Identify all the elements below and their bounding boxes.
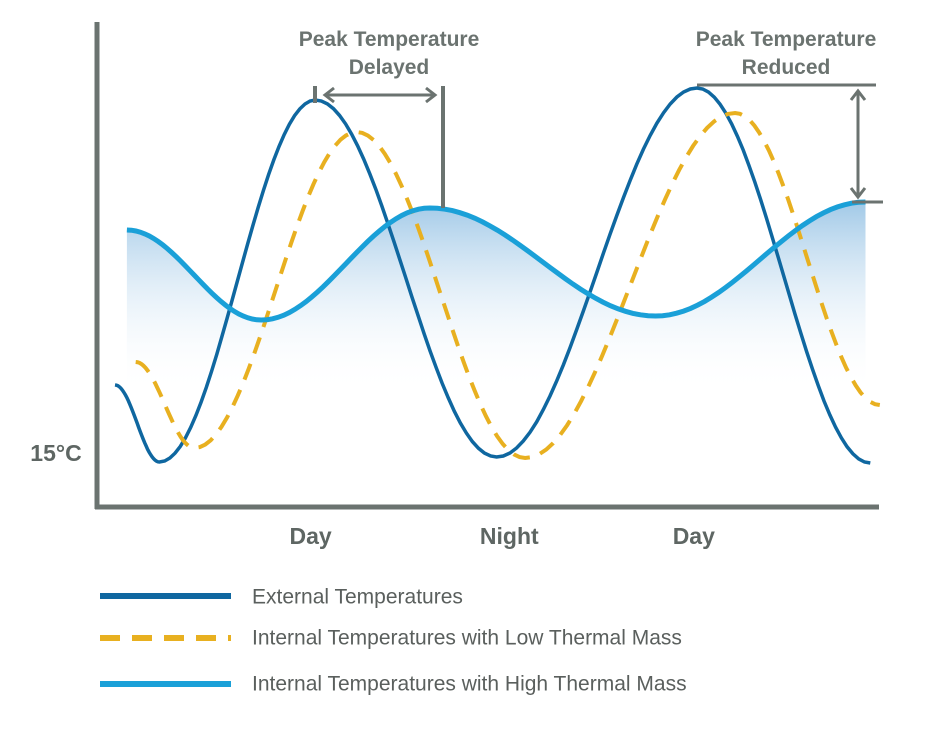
x-tick-label-day: Day bbox=[289, 523, 331, 549]
annotation-delayed-line1: Peak Temperature bbox=[299, 28, 480, 51]
legend: External Temperatures Internal Temperatu… bbox=[100, 586, 687, 696]
annotation-peak-delayed bbox=[313, 86, 445, 208]
x-tick-label-night: Night bbox=[480, 523, 539, 549]
x-tick-label-day: Day bbox=[673, 523, 715, 549]
annotation-reduced-line1: Peak Temperature bbox=[696, 28, 877, 51]
annotation-delayed-line2: Delayed bbox=[349, 56, 430, 79]
annotation-peak-reduced bbox=[697, 83, 883, 204]
annotation-reduced-line2: Reduced bbox=[742, 56, 831, 79]
series-low-mass bbox=[135, 110, 881, 461]
legend-label-external: External Temperatures bbox=[252, 586, 463, 609]
legend-label-high-mass: Internal Temperatures with High Thermal … bbox=[252, 673, 687, 696]
y-tick-label: 15°C bbox=[30, 440, 81, 466]
legend-label-low-mass: Internal Temperatures with Low Thermal M… bbox=[252, 627, 682, 650]
high-mass-area-fill bbox=[126, 202, 866, 392]
series-high-mass bbox=[126, 199, 866, 323]
